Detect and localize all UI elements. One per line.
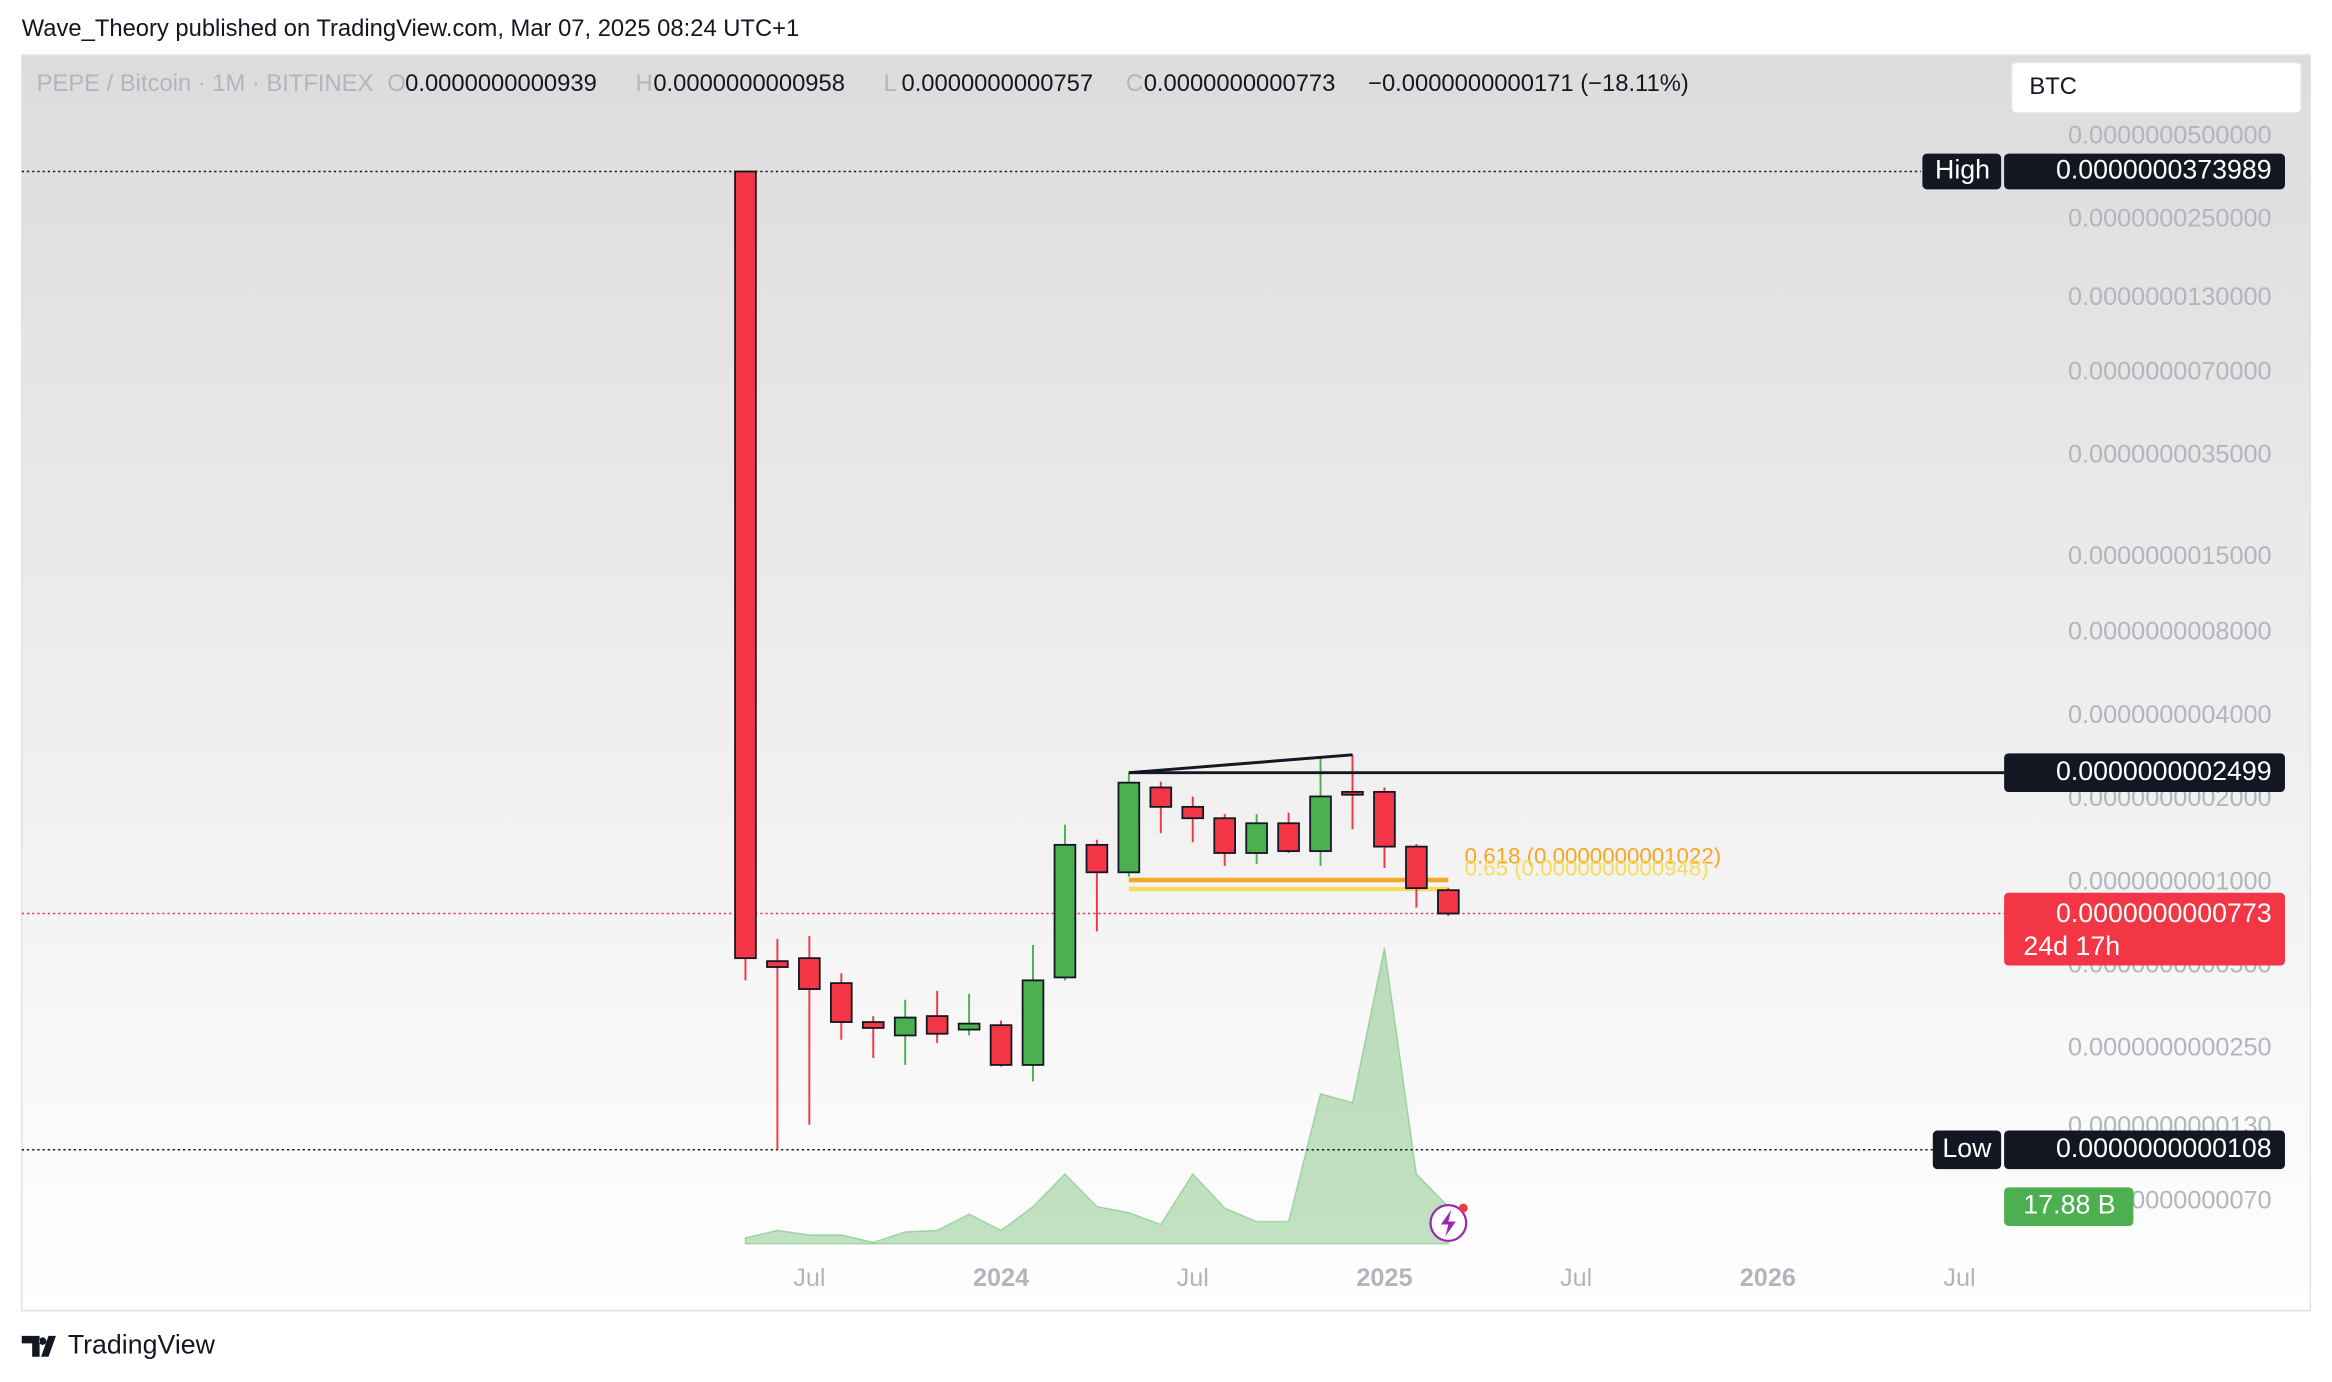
flash-bolt	[1440, 1209, 1456, 1237]
y-tick-label: 0.0000000015000	[2068, 542, 2272, 570]
x-tick-label: Jul	[1943, 1264, 1975, 1292]
volume-area	[744, 947, 1450, 1245]
y-tick-label: 0.0000000130000	[2068, 283, 2272, 311]
resistance-box	[2004, 753, 2285, 793]
currency: BTC	[2029, 73, 2077, 100]
volume-value: 17.88 B	[2023, 1190, 2115, 1220]
x-tick-label: Jul	[793, 1264, 825, 1292]
trendline	[1128, 753, 1353, 775]
legend-key: O	[387, 70, 405, 97]
candle-body	[925, 1015, 949, 1035]
candle-body	[1181, 805, 1205, 820]
candle-body	[1309, 795, 1332, 853]
y-tick-label: 0.0000000000250	[2068, 1034, 2272, 1062]
candle-body	[1277, 822, 1300, 853]
currency-box	[2010, 61, 2303, 114]
y-tick-label: 0.0000000001000	[2068, 867, 2272, 895]
chart-layer: 0.0000000500000 0.0000000250000 0.00000001…	[21, 61, 2303, 1292]
candle-body	[766, 960, 789, 968]
legend-value: 0.0000000000773	[1144, 70, 1336, 97]
high-label-box	[1922, 153, 2002, 190]
candle-body	[893, 1016, 917, 1037]
candle-body	[1085, 843, 1109, 874]
x-tick-label: 2024	[973, 1264, 1029, 1292]
candle-body	[734, 170, 757, 960]
plot-area	[21, 54, 2311, 1312]
candle-body	[989, 1024, 1013, 1066]
high-value: 0.0000000373989	[2056, 155, 2272, 185]
candle-body	[1213, 817, 1236, 854]
last-price-box	[2004, 892, 2285, 966]
y-tick-label: 0.0000000500000	[2068, 121, 2272, 149]
last-price-value: 0.0000000000773	[2056, 898, 2272, 928]
low-value: 0.0000000000108	[2056, 1133, 2272, 1163]
x-tick-label: Jul	[1177, 1264, 1209, 1292]
y-tick-label: 0.0000000070000	[2068, 357, 2272, 385]
y-tick-label: 0.0000000035000	[2068, 441, 2272, 469]
high-value-box	[2004, 153, 2285, 190]
legend-key: C	[1126, 70, 1143, 97]
fib-label: 0.618 (0.0000000001022)	[1465, 844, 1721, 869]
candle-body	[1117, 781, 1141, 874]
legend-key: L	[884, 70, 897, 97]
candle-body	[798, 957, 821, 990]
low-label-box	[1932, 1130, 2002, 1170]
logo-text: TradingView	[68, 1329, 216, 1359]
candle-body	[1405, 845, 1428, 890]
logo: TradingView	[21, 1329, 216, 1359]
candle-body	[1437, 889, 1460, 915]
flash-dot	[1458, 1203, 1468, 1213]
y-tick-label: 0.0000000008000	[2068, 618, 2272, 646]
legend-value: 0.0000000000757	[901, 70, 1093, 97]
candle-body	[957, 1022, 981, 1031]
low-label: Low	[1942, 1133, 1992, 1163]
candle-body	[1021, 979, 1045, 1066]
candle-body	[1245, 822, 1268, 854]
candle-body	[830, 982, 853, 1023]
fib-label: 0.65 (0.0000000000948)	[1465, 856, 1709, 881]
volume-box	[2004, 1187, 2134, 1226]
candle-body	[1149, 786, 1173, 808]
legend-change: −0.0000000000171 (−18.11%)	[1368, 70, 1689, 97]
x-tick-label: 2025	[1356, 1264, 1412, 1292]
legend-value: 0.0000000000958	[653, 70, 845, 97]
x-tick-label: Jul	[1560, 1264, 1592, 1292]
y-tick-label: 0.0000000250000	[2068, 205, 2272, 233]
resistance-value: 0.0000000002499	[2056, 756, 2272, 786]
high-label: High	[1935, 155, 1990, 185]
legend-key: H	[635, 70, 652, 97]
low-value-box	[2004, 1130, 2285, 1170]
countdown: 24d 17h	[2023, 931, 2120, 961]
publish-header: Wave_Theory published on TradingView.com…	[22, 15, 799, 42]
candle-body	[1053, 843, 1077, 979]
candle-body	[1341, 790, 1364, 796]
y-tick-label: 0.0000000004000	[2068, 701, 2272, 729]
candle-body	[861, 1021, 885, 1029]
x-tick-label: 2026	[1740, 1264, 1796, 1292]
legend-title: PEPE / Bitcoin · 1M · BITFINEX	[37, 70, 374, 97]
legend-value: 0.0000000000939	[405, 70, 597, 97]
logo-icon	[21, 1335, 56, 1357]
candle-body	[1373, 790, 1396, 848]
